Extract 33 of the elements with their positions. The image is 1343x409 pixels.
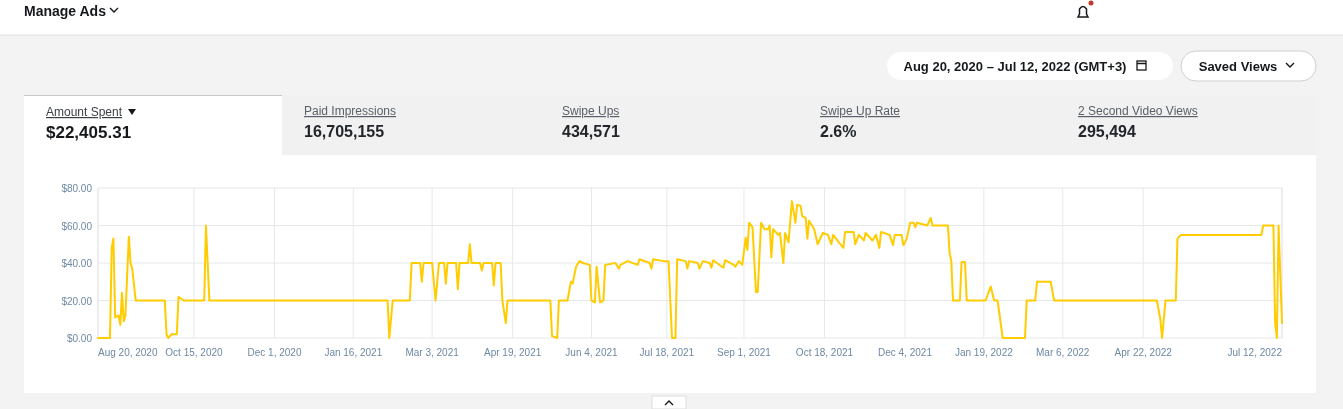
x-tick-label: Apr 19, 2021 [484, 347, 542, 358]
chart-title: Amount Spent [46, 105, 123, 119]
x-tick-label: Aug 20, 2020 [98, 347, 158, 358]
x-tick-label: Oct 18, 2021 [795, 347, 854, 358]
text: 2 Second Video Views [1078, 104, 1198, 118]
x-tick-label: Jan 16, 2021 [324, 347, 383, 358]
text: 2.6% [820, 123, 857, 140]
x-tick-label: Oct 15, 2020 [165, 347, 224, 358]
x-tick-label: Jul 18, 2021 [639, 347, 695, 358]
x-tick-label: Dec 1, 2020 [247, 347, 302, 358]
text: Aug 20, 2020 – Jul 12, 2022 (GMT+3) [903, 59, 1127, 74]
chart-subtitle: $22,405.31 [46, 123, 132, 142]
x-tick-label: Jan 19, 2022 [954, 347, 1014, 358]
x-tick-label: Apr 22, 2022 [1114, 347, 1173, 358]
x-tick-label: Dec 4, 2021 [878, 347, 933, 358]
text: Swipe Up Rate [820, 104, 901, 118]
text: 434,571 [562, 123, 620, 140]
text: Saved Views [1198, 59, 1278, 74]
y-tick-label: $60.00 [61, 220, 93, 232]
x-tick-label: Mar 6, 2022 [1035, 347, 1090, 358]
x-tick-label: Jul 12, 2022 [1227, 347, 1283, 358]
y-tick-label: $0.00 [66, 333, 93, 344]
text: 295,494 [1078, 123, 1136, 140]
x-tick-label: Sep 1, 2021 [717, 347, 772, 358]
y-tick-label: $20.00 [61, 295, 93, 307]
x-tick-label: Mar 3, 2021 [405, 347, 460, 358]
text: Manage Ads [24, 3, 107, 19]
y-tick-label: $40.00 [61, 258, 93, 269]
text: Swipe Ups [562, 104, 620, 118]
x-tick-label: Jun 4, 2021 [565, 347, 619, 358]
text: 16,705,155 [304, 123, 385, 140]
y-tick-label: $80.00 [61, 183, 93, 194]
text: Paid Impressions [304, 104, 397, 118]
